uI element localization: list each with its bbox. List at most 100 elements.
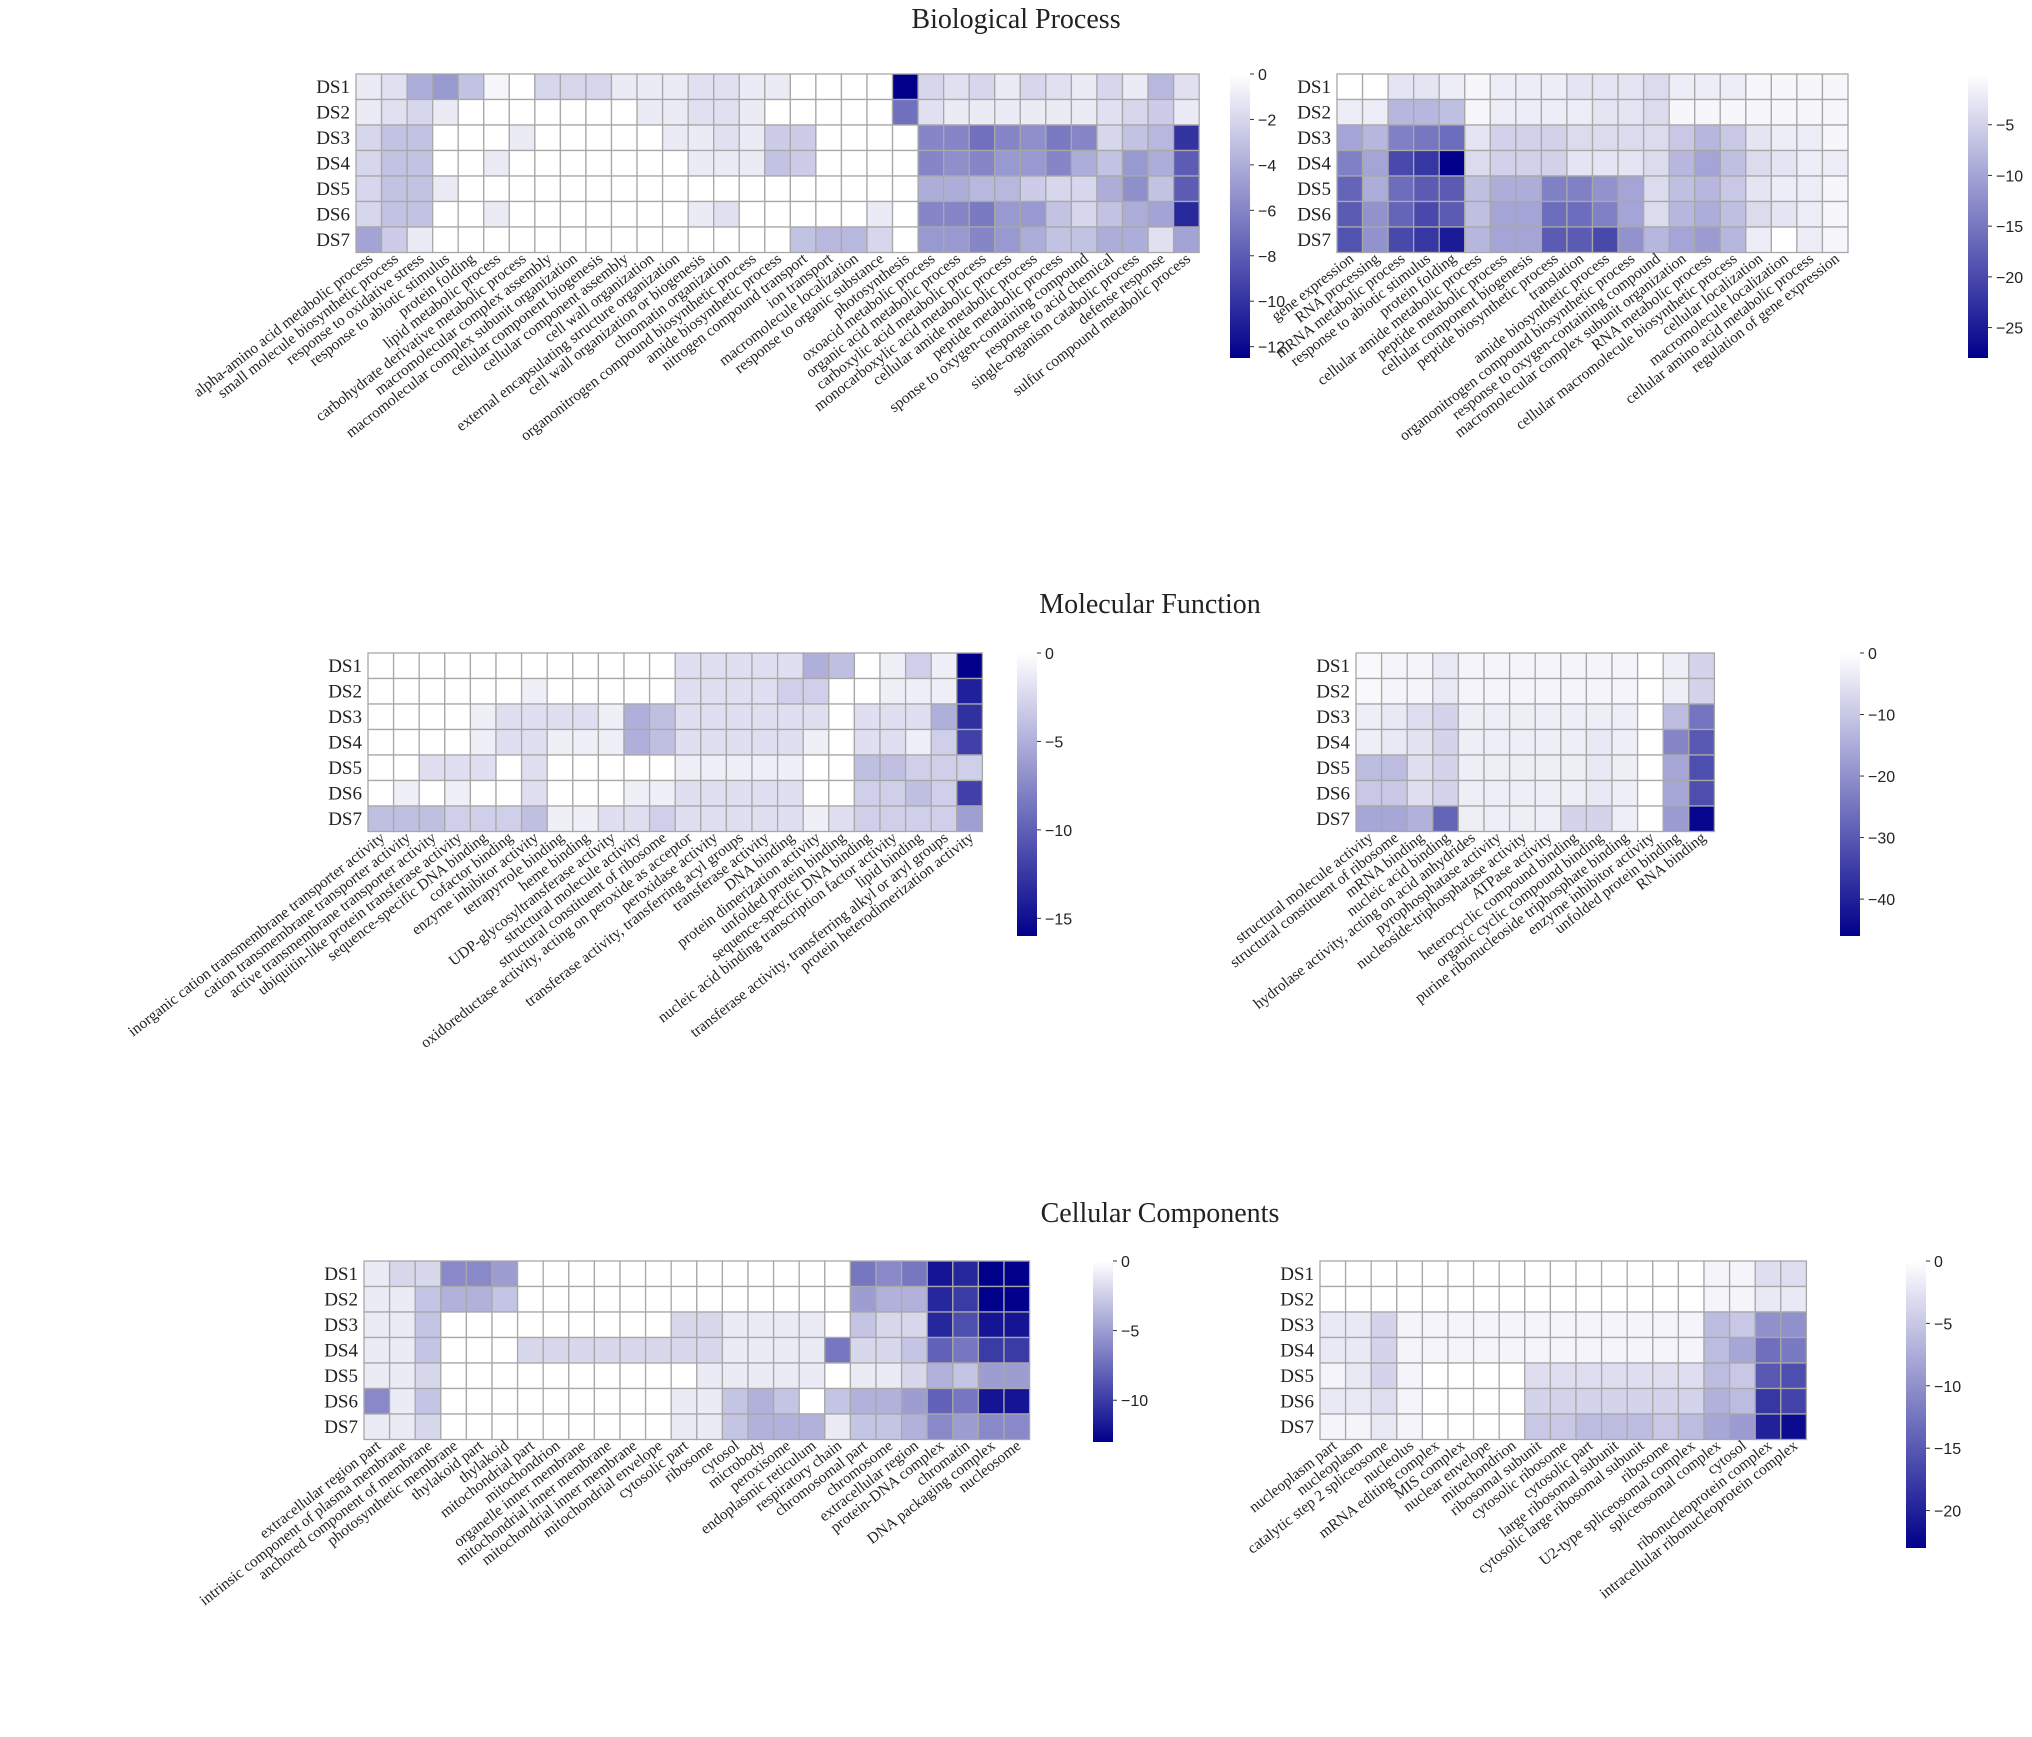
heatmap-cell	[1483, 728, 1511, 756]
heatmap-cell	[1147, 98, 1175, 126]
heatmap-cell	[1626, 1260, 1654, 1288]
heatmap-cell	[952, 1413, 980, 1441]
heatmap-cell	[483, 175, 510, 203]
heatmap-cell	[1591, 124, 1619, 152]
heatmap-cell	[751, 652, 779, 680]
heatmap-cell	[866, 175, 894, 203]
heatmap-cell	[1355, 779, 1383, 807]
heatmap-cell	[674, 779, 702, 807]
heatmap-cell	[1147, 149, 1175, 177]
cellular-components-title: Cellular Components	[1041, 1198, 1280, 1229]
heatmap-cell	[1498, 1285, 1526, 1313]
row-label: DS5	[1316, 758, 1350, 779]
heatmap-cell	[917, 175, 945, 203]
heatmap-cell	[789, 73, 817, 101]
heatmap-cell	[388, 1362, 416, 1390]
heatmap-cell	[1438, 73, 1466, 101]
heatmap-cell	[661, 226, 689, 254]
color-bar-tick-label: −25	[1996, 321, 2023, 338]
heatmap-cell	[572, 652, 600, 680]
heatmap-cell	[597, 754, 625, 782]
heatmap-cell	[1472, 1362, 1500, 1390]
heatmap-cell	[1770, 124, 1798, 152]
heatmap-cell	[534, 73, 562, 101]
color-bar-tick-label: 0	[1868, 646, 1877, 663]
heatmap-cell	[674, 754, 702, 782]
heatmap-cell	[1019, 73, 1047, 101]
heatmap-cell	[367, 779, 395, 807]
heatmap-cell	[1003, 1260, 1031, 1288]
heatmap-cell	[776, 703, 804, 731]
heatmap-cell	[568, 1413, 596, 1441]
heatmap-cell	[956, 754, 984, 782]
heatmap-cell	[849, 1285, 877, 1313]
heatmap-cell	[1540, 124, 1568, 152]
heatmap-cell	[1636, 805, 1664, 833]
heatmap-cell	[1719, 98, 1747, 126]
heatmap-cell	[414, 1413, 442, 1441]
heatmap-cell	[444, 652, 472, 680]
heatmap-cell	[1754, 1311, 1782, 1339]
heatmap-cell	[1703, 1260, 1731, 1288]
heatmap-cell	[469, 677, 497, 705]
heatmap-cell	[798, 1260, 826, 1288]
heatmap-cell	[1636, 652, 1664, 680]
heatmap-cell	[1147, 200, 1175, 228]
heatmap-cell	[1432, 652, 1460, 680]
heatmap-cell	[1498, 1260, 1526, 1288]
heatmap-cell	[1344, 1260, 1372, 1288]
heatmap-cell	[418, 652, 446, 680]
heatmap-cell	[815, 73, 843, 101]
heatmap-cell	[406, 226, 434, 254]
heatmap-cell	[1694, 175, 1721, 203]
heatmap-cell	[943, 98, 970, 126]
heatmap-cell	[772, 1311, 800, 1339]
heatmap-cell	[1096, 124, 1124, 152]
heatmap-cell	[1370, 1413, 1398, 1441]
heatmap-cell	[1662, 754, 1690, 782]
row-label: DS2	[324, 1289, 358, 1310]
row-label: DS2	[1280, 1289, 1314, 1310]
heatmap-cell	[904, 805, 932, 833]
heatmap-cell	[406, 200, 434, 228]
heatmap-cell	[1515, 98, 1543, 126]
heatmap-cell	[670, 1387, 698, 1415]
biological-process-title: Biological Process	[911, 4, 1120, 35]
heatmap-cell	[380, 73, 408, 101]
heatmap-cell	[414, 1260, 442, 1288]
heatmap-cell	[1600, 1311, 1628, 1339]
heatmap-cell	[968, 175, 996, 203]
heatmap-cell	[751, 703, 779, 731]
color-bar-tick-label: −5	[1121, 1324, 1139, 1341]
heatmap-cell	[1566, 200, 1594, 228]
heatmap-cell	[418, 728, 446, 756]
heatmap-cell	[1626, 1336, 1654, 1364]
heatmap-cell	[1662, 652, 1690, 680]
heatmap-cell	[388, 1285, 416, 1313]
heatmap-cell	[725, 652, 753, 680]
heatmap-cell	[994, 200, 1021, 228]
heatmap-cell	[1617, 149, 1645, 177]
color-bar	[1906, 1261, 1926, 1548]
heatmap-cell	[661, 200, 689, 228]
heatmap-cell	[1677, 1285, 1705, 1313]
heatmap-cell	[469, 779, 497, 807]
heatmap-cell	[495, 779, 523, 807]
heatmap-cell	[661, 149, 689, 177]
heatmap-cell	[1642, 226, 1670, 254]
heatmap-cell	[644, 1387, 672, 1415]
heatmap-cell	[802, 728, 830, 756]
heatmap-cell	[1070, 200, 1098, 228]
heatmap-cell	[1387, 73, 1415, 101]
heatmap-cell	[1591, 200, 1619, 228]
heatmap-cell	[457, 98, 485, 126]
heatmap-cell	[926, 1311, 954, 1339]
heatmap-cell	[1361, 200, 1389, 228]
heatmap-cell	[1355, 754, 1383, 782]
heatmap-cell	[687, 149, 715, 177]
heatmap-cell	[559, 149, 587, 177]
heatmap-cell	[610, 98, 638, 126]
heatmap-cell	[1688, 754, 1716, 782]
heatmap-cell	[700, 805, 728, 833]
